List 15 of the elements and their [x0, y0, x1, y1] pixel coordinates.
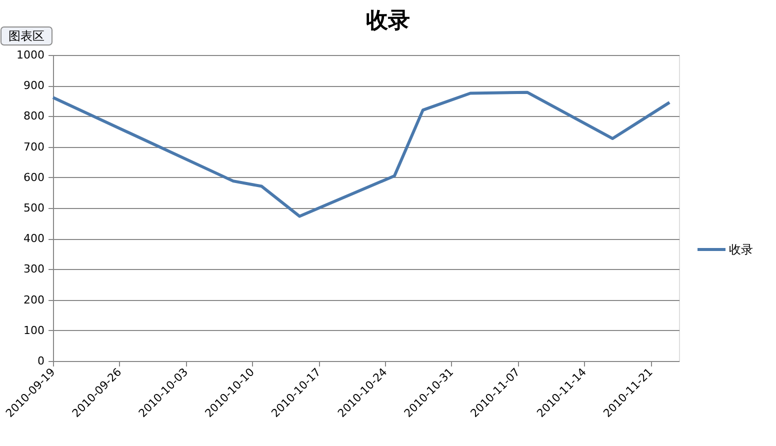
y-tick-label: 900: [24, 79, 44, 92]
line-series: [52, 90, 672, 218]
chart-title: 收录: [366, 8, 410, 34]
y-tick-label: 1000: [16, 48, 44, 62]
text: 图表区: [8, 29, 44, 43]
y-tick-label: 500: [24, 202, 44, 214]
y-tick-label: 0: [38, 354, 44, 368]
y-tick-label: 700: [24, 140, 44, 154]
y-tick-label: 600: [24, 170, 44, 184]
y-tick-label: 100: [24, 324, 44, 337]
y-tick-label: 300: [24, 262, 44, 276]
y-tick-label: 200: [24, 293, 44, 306]
legend-label: 收录: [729, 242, 753, 256]
y-tick-label: 800: [24, 110, 44, 123]
y-tick-label: 400: [24, 232, 44, 246]
